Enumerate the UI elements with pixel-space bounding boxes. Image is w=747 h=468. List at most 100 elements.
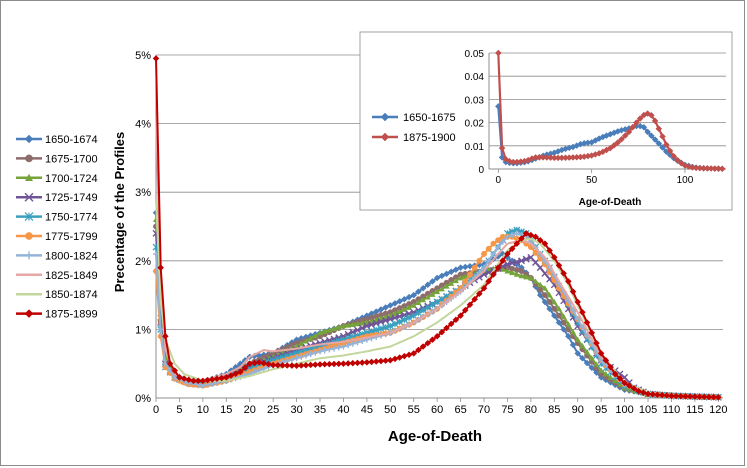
data-point <box>672 392 680 400</box>
main-legend: 1650-1674 1675-1700 1700-1724 1725-1749 1750… <box>16 134 98 321</box>
x-tick-label: 75 <box>501 404 513 416</box>
data-point <box>636 115 644 122</box>
data-point <box>495 244 502 251</box>
data-point <box>490 240 497 247</box>
data-point <box>255 358 263 366</box>
data-point <box>401 295 408 303</box>
data-point <box>541 292 548 299</box>
data-point <box>185 376 193 384</box>
data-point <box>335 324 342 330</box>
data-point <box>410 312 418 320</box>
x-tick-label: 65 <box>454 404 466 416</box>
data-point <box>420 296 427 303</box>
data-point <box>494 49 502 57</box>
data-point <box>391 310 398 317</box>
x-tick-label: 100 <box>677 175 694 186</box>
x-tick-label: 0 <box>153 404 159 416</box>
data-point <box>610 141 618 149</box>
data-point <box>618 135 625 143</box>
data-point <box>414 309 422 317</box>
data-point <box>345 322 352 328</box>
data-point <box>424 339 432 347</box>
data-point <box>518 235 525 242</box>
data-point <box>452 266 460 274</box>
data-point <box>372 319 380 327</box>
data-point <box>461 306 469 314</box>
data-point <box>536 236 544 244</box>
data-point <box>321 347 328 354</box>
legend-entry-1775-1799: 1775-1799 <box>16 231 98 243</box>
legend-label: 1700-1724 <box>45 173 98 185</box>
data-point <box>579 342 586 349</box>
data-point <box>396 318 404 326</box>
data-point <box>433 332 441 340</box>
data-point <box>527 274 534 281</box>
data-point <box>475 290 483 298</box>
data-point <box>438 328 446 336</box>
inset-series-group <box>494 49 726 173</box>
data-point <box>260 365 267 372</box>
data-point <box>429 291 436 297</box>
data-point <box>405 314 413 322</box>
data-point <box>467 271 473 278</box>
x-tick-label: 40 <box>337 404 349 416</box>
data-point <box>648 111 655 119</box>
legend-marker <box>380 132 390 142</box>
data-point <box>536 264 544 272</box>
main-tick-labels: 0% 1% 2% 3% 4% 5% 0 5 10 15 20 25 30 35 40 45 50 55 60 65 70… <box>135 50 727 416</box>
data-point <box>518 257 525 265</box>
legend-marker <box>25 232 33 240</box>
data-point <box>551 305 558 312</box>
data-point <box>718 165 726 173</box>
data-point <box>537 281 544 288</box>
data-point <box>556 312 562 319</box>
data-point <box>714 393 722 401</box>
data-point <box>498 144 506 152</box>
data-point <box>457 312 464 320</box>
data-point <box>537 286 544 293</box>
data-point <box>326 327 333 333</box>
data-point <box>265 360 272 368</box>
data-point <box>340 360 347 368</box>
data-point <box>654 391 661 399</box>
series-1775-1799 <box>153 233 722 401</box>
data-point <box>391 299 399 307</box>
data-point <box>588 329 596 337</box>
data-point <box>447 320 455 328</box>
x-tick-label: 20 <box>244 404 256 416</box>
data-point <box>569 288 577 296</box>
data-point <box>541 240 549 248</box>
data-point <box>321 360 329 368</box>
data-point <box>658 391 666 399</box>
data-point <box>555 305 562 312</box>
data-point <box>363 322 371 330</box>
data-point <box>614 139 622 146</box>
data-point <box>410 350 418 357</box>
data-point <box>443 270 450 278</box>
data-point <box>509 232 516 239</box>
data-point <box>386 302 394 309</box>
data-point <box>307 361 314 369</box>
data-point <box>644 128 651 136</box>
data-point <box>316 361 324 368</box>
data-point <box>550 254 558 261</box>
data-point <box>386 322 394 330</box>
data-point <box>490 250 497 257</box>
data-point <box>546 292 553 298</box>
data-point <box>513 240 521 248</box>
data-point <box>443 324 450 332</box>
data-point <box>481 250 487 257</box>
data-point <box>377 318 385 326</box>
y-tick-label: 0 <box>478 165 484 176</box>
legend-marker <box>25 154 33 163</box>
data-point <box>419 284 427 292</box>
data-point <box>476 257 483 264</box>
legend-marker <box>24 192 34 202</box>
data-point <box>700 393 708 401</box>
data-point <box>485 257 492 264</box>
data-point <box>546 299 553 305</box>
data-point <box>560 313 567 319</box>
data-point <box>302 338 309 344</box>
x-tick-label: 0 <box>496 175 502 186</box>
data-point <box>307 351 314 358</box>
